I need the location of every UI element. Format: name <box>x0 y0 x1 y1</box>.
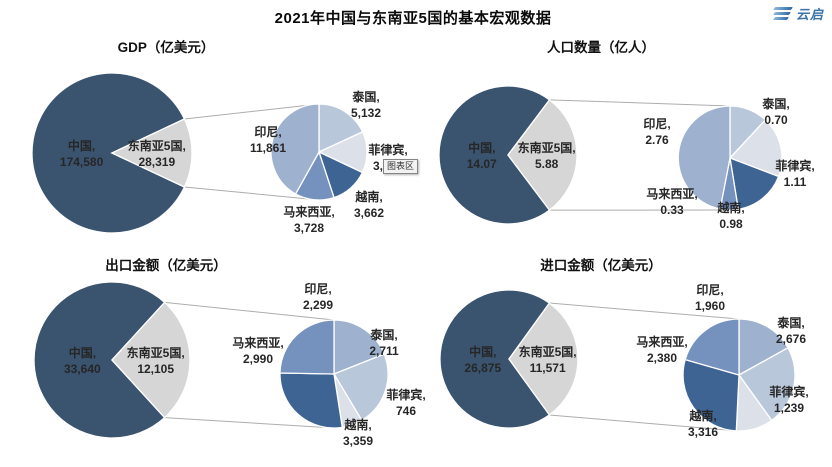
pie-chart-3[interactable]: 中国, 26,875 东南亚5国, 11,571 印尼, 1,960 泰国, 2,676 菲律宾… <box>416 268 832 467</box>
page-title: 2021年中国与东南亚5国的基本宏观数据 <box>274 10 552 27</box>
slice-泰国[interactable] <box>333 353 389 422</box>
slice-东南亚5国[interactable] <box>507 98 578 212</box>
pie-chart-1[interactable]: 中国, 14.07 东南亚5国, 5.88 泰国, 0.70 菲律宾, 1.11 越南, 0.98… <box>416 50 832 248</box>
chart-label: 越南, 3,662 <box>354 189 384 220</box>
panel-gdp: GDP（亿美元） 中国, 174,580 东南亚5国, 28,319 泰国, 5,132 菲… <box>0 30 416 248</box>
slice-马来西亚[interactable] <box>279 319 335 375</box>
slice-中国[interactable] <box>33 281 166 439</box>
connector-line <box>164 417 335 429</box>
panel-imports: 进口金额（亿美元） 中国, 26,875 东南亚5国, 11,571 印尼, 1,960 泰… <box>416 248 832 466</box>
chart-label: 印尼, 2,299 <box>303 282 333 312</box>
slice-越南[interactable] <box>729 156 780 211</box>
slice-越南[interactable] <box>279 372 344 429</box>
chart-label: 印尼, 11,861 <box>250 125 286 155</box>
panel-title-imports: 进口金额（亿美元） <box>540 258 662 273</box>
connector-line <box>549 414 740 432</box>
panel-title-exports: 出口金额（亿美元） <box>105 258 227 273</box>
chart-label: 越南, 3,359 <box>343 417 373 448</box>
chart-label: 东南亚5国, 5.88 <box>518 140 576 171</box>
slice-印尼[interactable] <box>677 105 731 210</box>
chart-label: 中国, 174,580 <box>60 138 104 169</box>
chart-label: 泰国, 2,676 <box>776 315 806 346</box>
slice-越南[interactable] <box>682 358 740 432</box>
chart-label: 东南亚5国, 28,319 <box>128 138 186 169</box>
chart-label: 印尼, 1,960 <box>695 283 725 313</box>
slice-东南亚5国[interactable] <box>111 301 191 419</box>
chart-label: 泰国, 2,711 <box>369 327 399 358</box>
connector-line <box>164 301 335 321</box>
chart-label: 泰国, 0.70 <box>761 96 789 127</box>
logo-bars-icon <box>773 7 793 20</box>
chart-label: 中国, 14.07 <box>467 140 497 171</box>
panel-title-gdp: GDP（亿美元） <box>117 40 215 55</box>
chart-label: 菲律宾, 746 <box>386 387 425 418</box>
chart-label: 菲律宾, 1.11 <box>775 158 814 189</box>
chart-label: 马来西亚, 2,990 <box>232 335 283 366</box>
slice-东南亚5国[interactable] <box>110 118 193 188</box>
slice-印尼[interactable] <box>333 319 386 375</box>
chart-label: 马来西亚, 0.33 <box>646 186 697 217</box>
connector-line <box>549 302 740 320</box>
panel-population: 人口数量（亿人） 中国, 14.07 东南亚5国, 5.88 泰国, 0.70 菲律宾, 1.… <box>416 30 832 248</box>
chart-label: 菲律宾, 1,239 <box>769 384 808 415</box>
slice-东南亚5国[interactable] <box>508 302 579 416</box>
slice-泰国[interactable] <box>318 103 364 154</box>
chart-area-tooltip: 图表区 <box>383 159 419 174</box>
chart-label: 印尼, 2.76 <box>643 117 670 147</box>
connector-line <box>549 99 731 107</box>
chart-label: 东南亚5国, 12,105 <box>127 345 185 376</box>
connector-line <box>184 186 320 201</box>
pie-chart-2[interactable]: 中国, 33,640 东南亚5国, 12,105 印尼, 2,299 泰国, 2,711 菲律宾… <box>0 268 426 467</box>
chart-label: 马来西亚, 2,380 <box>636 334 687 365</box>
connector-line <box>184 103 320 120</box>
chart-label: 东南亚5国, 11,571 <box>519 344 577 375</box>
pie-chart-0[interactable]: 中国,174,580东南亚5国,28,319泰国,5,132菲律宾,3,936越… <box>0 50 416 248</box>
logo: 云启 <box>773 4 824 23</box>
slice-印尼[interactable] <box>270 103 320 195</box>
panel-exports: 出口金额（亿美元） 中国, 33,640 东南亚5国, 12,105 印尼, 2,299 泰… <box>0 248 426 467</box>
chart-label: 中国, 33,640 <box>64 345 101 376</box>
chart-label: 越南, 3,316 <box>688 408 718 439</box>
chart-label: 马来西亚, 3,728 <box>283 204 334 235</box>
slice-印尼[interactable] <box>738 318 789 377</box>
chart-label: 越南, 0.98 <box>716 200 744 231</box>
slice-中国[interactable] <box>31 72 186 234</box>
logo-text: 云启 <box>795 7 824 22</box>
slice-中国[interactable] <box>438 85 551 225</box>
slice-中国[interactable] <box>439 289 551 429</box>
slice-泰国[interactable] <box>738 346 796 422</box>
panel-title-population: 人口数量（亿人） <box>547 40 655 55</box>
chart-label: 中国, 26,875 <box>464 344 501 375</box>
slice-马来西亚[interactable] <box>684 318 740 376</box>
chart-label: 泰国, 5,132 <box>351 89 381 120</box>
